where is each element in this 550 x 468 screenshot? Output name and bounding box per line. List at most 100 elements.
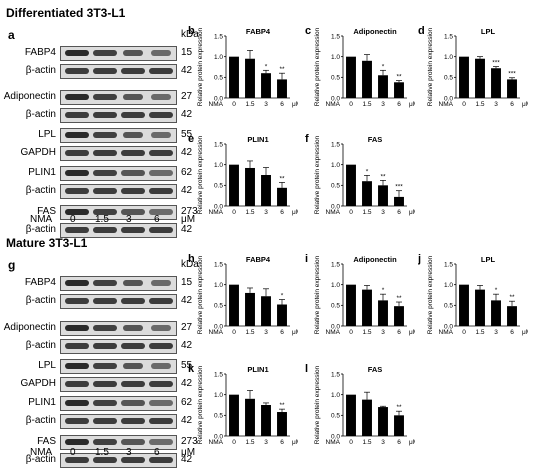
x-axis-prefix: NMA	[326, 101, 341, 108]
blot-row-label: FAS	[37, 436, 56, 447]
lane-label: 0	[70, 447, 76, 458]
band	[93, 381, 117, 387]
band	[121, 343, 145, 349]
band	[149, 400, 173, 406]
chart-b: b FABP4 Relative protein expression 0.0 0.5 1…	[188, 25, 298, 108]
y-tick-label: 0.5	[331, 75, 340, 82]
significance-mark: **	[509, 294, 515, 301]
band	[123, 94, 143, 100]
panel-label: e	[188, 133, 194, 145]
band	[123, 280, 143, 286]
bar	[475, 289, 485, 326]
y-tick-label: 1.5	[214, 261, 223, 268]
x-tick-label: 1.5	[245, 439, 254, 446]
blot-row-label: β-actin	[25, 454, 56, 465]
band	[121, 170, 145, 176]
blot-band-image	[60, 435, 177, 450]
x-tick-label: 1.5	[475, 101, 484, 108]
band	[65, 112, 89, 118]
blot-row-label: PLIN1	[28, 397, 56, 408]
bar	[229, 394, 239, 436]
band	[65, 94, 89, 100]
x-tick-label: 3	[264, 209, 268, 216]
band	[93, 280, 117, 286]
bar	[346, 284, 356, 326]
bar	[346, 56, 356, 98]
significance-mark: **	[279, 402, 285, 409]
bar	[507, 79, 517, 98]
kda-value: 42	[181, 415, 193, 426]
x-axis-prefix: NMA	[209, 439, 224, 446]
band	[151, 50, 171, 56]
y-tick-label: 1.5	[214, 33, 223, 40]
band	[121, 150, 145, 156]
blot-row-label: β-actin	[25, 65, 56, 76]
kda-value: 55	[181, 360, 193, 371]
x-axis-unit: μM	[292, 329, 298, 336]
band	[93, 400, 117, 406]
x-axis-prefix: NMA	[209, 329, 224, 336]
y-tick-label: 1.5	[331, 261, 340, 268]
panel-label: i	[305, 253, 308, 265]
x-axis-prefix: NMA	[439, 329, 454, 336]
y-tick-label: 0.5	[444, 303, 453, 310]
kda-value: 15	[181, 277, 193, 288]
bar	[475, 58, 485, 98]
kda-value: 42	[181, 340, 193, 351]
y-tick-label: 1.5	[331, 141, 340, 148]
blot-row-label: GAPDH	[20, 378, 56, 389]
blot-band-image	[60, 166, 177, 181]
x-tick-label: 3	[264, 329, 268, 336]
blot-band-image	[60, 184, 177, 199]
x-tick-label: 3	[494, 101, 498, 108]
x-tick-label: 0	[349, 209, 353, 216]
y-axis-label: Relative protein expression	[427, 255, 434, 334]
band	[151, 280, 171, 286]
lane-label: 1.5	[95, 447, 109, 458]
band	[65, 363, 89, 369]
band	[65, 343, 89, 349]
band	[93, 209, 117, 215]
panel-label: b	[188, 25, 195, 37]
band	[149, 209, 173, 215]
kda-value: 42	[181, 109, 193, 120]
kda-value: 42	[181, 224, 193, 235]
band	[65, 50, 89, 56]
significance-mark: ***	[508, 71, 516, 78]
band	[149, 227, 173, 233]
significance-mark: *	[382, 63, 385, 70]
y-tick-label: 1.0	[444, 54, 453, 61]
band	[65, 132, 89, 138]
blot-row-label: β-actin	[25, 340, 56, 351]
significance-mark: **	[396, 295, 402, 302]
y-tick-label: 0.0	[214, 203, 223, 210]
x-tick-label: 3	[264, 101, 268, 108]
band	[149, 418, 173, 424]
panel-label: k	[188, 363, 195, 375]
blot-row-label: β-actin	[25, 415, 56, 426]
band	[149, 381, 173, 387]
x-tick-label: 1.5	[362, 439, 371, 446]
y-tick-label: 0.0	[331, 95, 340, 102]
blot-band-image	[60, 64, 177, 79]
band	[121, 188, 145, 194]
x-tick-label: 0	[349, 101, 353, 108]
lane-axis-unit: μM	[181, 214, 196, 225]
bar	[491, 68, 501, 98]
band	[121, 381, 145, 387]
band	[65, 188, 89, 194]
y-tick-label: 0.5	[331, 303, 340, 310]
x-axis-prefix: NMA	[439, 101, 454, 108]
panel-label: f	[305, 133, 309, 145]
kda-value: 62	[181, 167, 193, 178]
kda-header: kDa	[181, 29, 199, 40]
x-tick-label: 3	[381, 439, 385, 446]
chart-c: c Adiponectin Relative protein expression 0…	[305, 25, 415, 108]
band	[123, 132, 143, 138]
bar	[261, 405, 271, 436]
significance-mark: **	[380, 173, 386, 180]
blot-row-label: LPL	[38, 360, 56, 371]
bar	[346, 394, 356, 436]
section-title: Differentiated 3T3-L1	[6, 6, 126, 20]
y-axis-label: Relative protein expression	[314, 135, 321, 214]
